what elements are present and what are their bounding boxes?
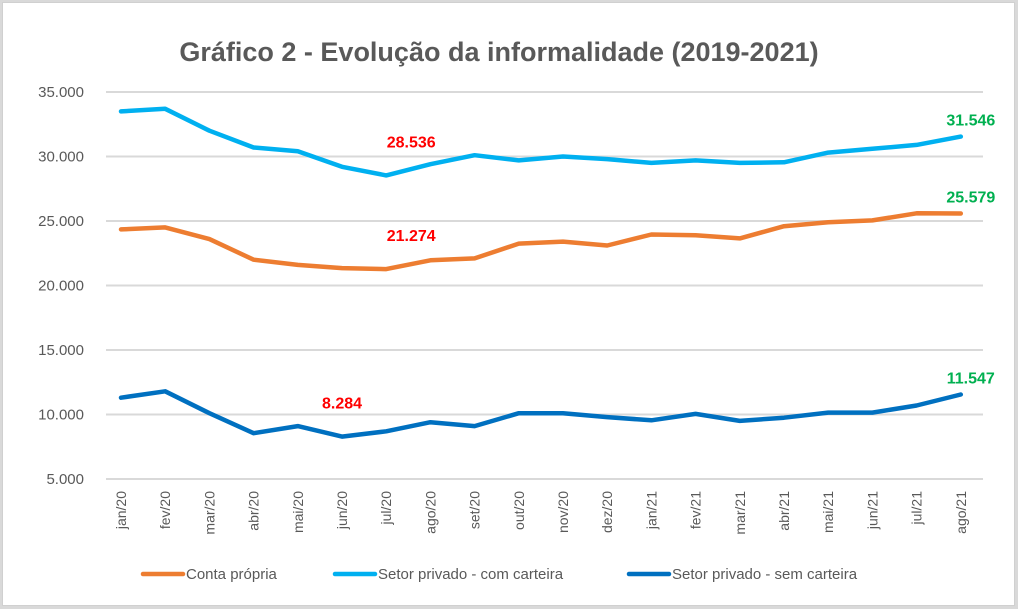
data-label: 21.274 xyxy=(387,228,436,245)
legend-item-1: Setor privado - com carteira xyxy=(332,566,564,583)
x-tick-label: mai/21 xyxy=(820,491,836,533)
x-tick-label: abr/20 xyxy=(246,491,262,531)
x-tick-label: jan/20 xyxy=(113,491,129,530)
x-tick-label: jul/20 xyxy=(378,491,394,526)
series-line-0 xyxy=(118,211,964,272)
series-line-2 xyxy=(118,389,964,439)
line-chart: Gráfico 2 - Evolução da informalidade (2… xyxy=(38,37,995,583)
legend: Conta própria Setor privado - com carteir… xyxy=(140,566,858,583)
data-label: 25.579 xyxy=(946,190,995,207)
x-tick-label: jul/21 xyxy=(909,491,925,526)
x-tick-label: jun/21 xyxy=(864,491,880,530)
x-tick-label: dez/20 xyxy=(599,491,615,533)
y-axis-ticks: 5.000 10.000 15.000 20.000 25.000 30.000 35.00… xyxy=(38,84,84,488)
data-labels: 28.536 21.274 8.284 31.546 25.579 11.547 xyxy=(322,113,995,413)
x-tick-label: mar/20 xyxy=(201,491,217,535)
x-tick-label: nov/20 xyxy=(555,491,571,533)
x-tick-label: out/20 xyxy=(511,491,527,530)
data-label: 11.547 xyxy=(947,371,995,388)
x-axis-ticks: jan/20 fev/20 mar/20 abr/20 mai/20 jun/20 jul/… xyxy=(113,491,969,535)
x-tick-label: jan/21 xyxy=(643,491,659,530)
x-tick-label: mai/20 xyxy=(290,491,306,533)
y-tick-label: 30.000 xyxy=(38,149,84,166)
x-tick-label: mar/21 xyxy=(732,491,748,535)
x-tick-label: set/20 xyxy=(467,491,483,529)
x-tick-label: abr/21 xyxy=(776,491,792,531)
x-tick-label: ago/21 xyxy=(953,491,969,534)
legend-item-2: Setor privado - sem carteira xyxy=(626,566,858,583)
y-tick-label: 25.000 xyxy=(38,213,84,230)
chart-title: Gráfico 2 - Evolução da informalidade (2… xyxy=(179,37,818,67)
data-label: 31.546 xyxy=(946,113,995,130)
y-tick-label: 20.000 xyxy=(38,278,84,295)
x-tick-label: fev/20 xyxy=(157,491,173,529)
legend-label: Conta própria xyxy=(186,566,278,583)
x-tick-label: ago/20 xyxy=(422,491,438,534)
series-line-1 xyxy=(118,106,964,178)
y-tick-label: 15.000 xyxy=(38,342,84,359)
x-tick-label: jun/20 xyxy=(334,491,350,530)
legend-label: Setor privado - com carteira xyxy=(378,566,564,583)
x-tick-label: fev/21 xyxy=(688,491,704,529)
y-tick-label: 5.000 xyxy=(46,471,84,488)
y-tick-label: 35.000 xyxy=(38,84,84,101)
y-tick-label: 10.000 xyxy=(38,407,84,424)
data-label: 8.284 xyxy=(322,396,362,413)
data-label: 28.536 xyxy=(387,134,436,151)
legend-item-0: Conta própria xyxy=(140,566,278,583)
series-lines xyxy=(118,106,964,439)
legend-label: Setor privado - sem carteira xyxy=(672,566,858,583)
